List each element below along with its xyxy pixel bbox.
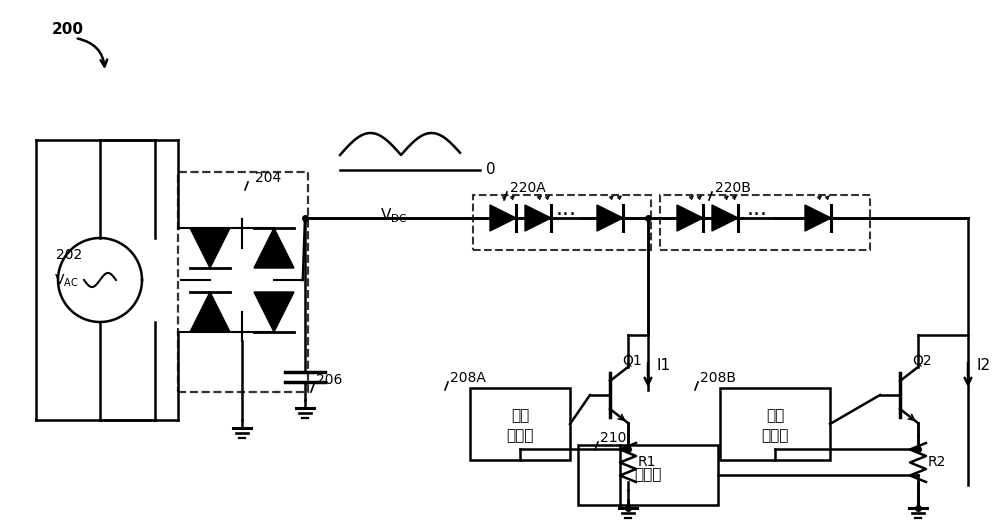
Text: 208B: 208B (700, 371, 736, 385)
Text: 调节器: 调节器 (506, 429, 534, 443)
Text: 电流: 电流 (766, 409, 784, 423)
Text: R2: R2 (928, 455, 946, 469)
Text: 调节器: 调节器 (761, 429, 789, 443)
Text: 0: 0 (486, 163, 496, 177)
Text: I2: I2 (976, 358, 990, 372)
Polygon shape (490, 205, 516, 231)
Text: 220A: 220A (510, 181, 546, 195)
Text: I1: I1 (656, 358, 670, 372)
Text: 204: 204 (255, 171, 281, 185)
Bar (473, 195, 651, 250)
Bar (470, 388, 570, 460)
Polygon shape (525, 205, 551, 231)
Polygon shape (254, 292, 294, 332)
Text: V$_{\mathregular{AC}}$: V$_{\mathregular{AC}}$ (54, 273, 79, 289)
Text: 控制器: 控制器 (634, 468, 662, 482)
Polygon shape (254, 228, 294, 268)
Polygon shape (597, 205, 623, 231)
Text: ···: ··· (556, 205, 576, 225)
Text: 210: 210 (600, 431, 626, 445)
Text: 电流: 电流 (511, 409, 529, 423)
Text: 220B: 220B (715, 181, 751, 195)
Text: ···: ··· (746, 205, 768, 225)
Text: 208A: 208A (450, 371, 486, 385)
Text: Q1: Q1 (622, 353, 642, 367)
Bar (720, 388, 830, 460)
Polygon shape (805, 205, 831, 231)
Polygon shape (712, 205, 738, 231)
Polygon shape (190, 228, 230, 268)
Bar (578, 445, 718, 505)
Bar (178, 172, 308, 392)
Polygon shape (677, 205, 703, 231)
Bar (660, 195, 870, 250)
Polygon shape (190, 292, 230, 332)
Text: 200: 200 (52, 23, 84, 37)
Text: Q2: Q2 (912, 353, 932, 367)
Text: 202: 202 (56, 248, 82, 262)
Text: V$_{\mathregular{DC}}$: V$_{\mathregular{DC}}$ (380, 206, 408, 225)
Text: 206: 206 (316, 373, 342, 387)
Text: R1: R1 (638, 455, 656, 469)
